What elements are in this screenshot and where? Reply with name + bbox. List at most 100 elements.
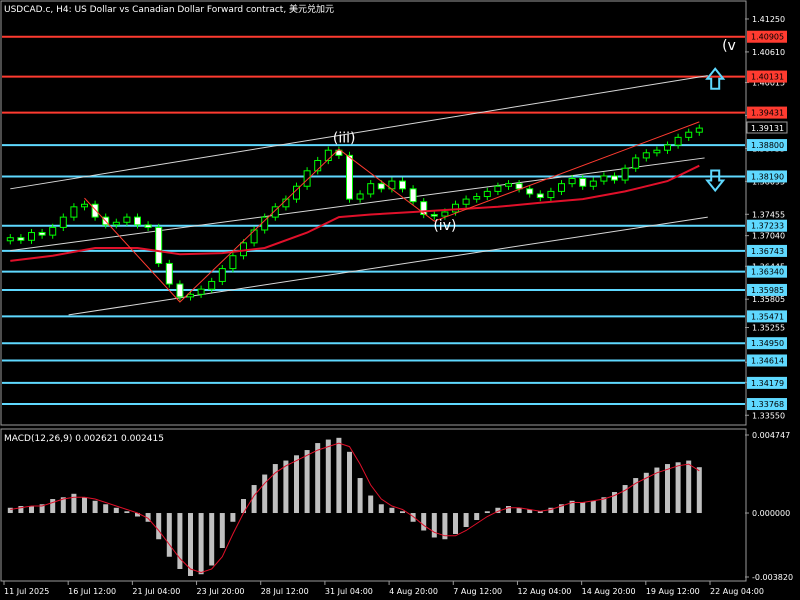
current-price-label: 1.39131 — [751, 124, 784, 133]
macd-bar — [103, 504, 109, 514]
macd-bar — [262, 474, 268, 514]
candle-body — [367, 183, 375, 195]
macd-bar — [113, 507, 119, 514]
macd-bar — [665, 464, 670, 514]
level-label-box — [747, 106, 787, 119]
macd-bar — [294, 455, 299, 514]
macd-bar — [188, 513, 193, 576]
price-tick-label: 1.33550 — [752, 411, 785, 420]
candle-body — [611, 175, 618, 181]
level-label-box — [747, 376, 787, 389]
macd-bar — [156, 513, 162, 540]
level-price-labels: 1.40905 1.40131 1.39431 1.38800 1.38190 1.372… — [747, 30, 787, 411]
time-tick-label: 12 Aug 04:00 — [517, 587, 571, 596]
candle-body — [165, 262, 173, 285]
candle-body — [123, 216, 131, 223]
macd-bar — [145, 513, 151, 522]
candle-body — [452, 203, 459, 213]
arrow-up-icon — [705, 67, 726, 90]
candle-body — [642, 152, 650, 159]
macd-bar — [389, 507, 395, 514]
macd-bar — [612, 492, 617, 514]
arrow-down-icon — [705, 169, 726, 193]
candle-body — [600, 175, 608, 182]
macd-bar — [92, 500, 98, 514]
macd-bar — [135, 513, 140, 517]
macd-bar — [198, 513, 204, 575]
price-tick-label: 1.35255 — [752, 324, 785, 333]
candle-body — [176, 283, 184, 298]
macd-bar — [251, 485, 257, 514]
level-label-text: 1.35471 — [751, 312, 784, 321]
time-tick-label: 23 Jul 20:00 — [197, 587, 245, 596]
candle-body — [356, 193, 364, 200]
macd-bar — [315, 443, 321, 514]
macd-bar — [18, 506, 24, 514]
level-label-text: 1.38190 — [751, 172, 784, 181]
candle-body — [91, 203, 99, 218]
macd-bar — [601, 497, 607, 514]
candle-body — [685, 131, 693, 138]
macd-bar — [378, 504, 384, 514]
candle-body — [568, 178, 576, 185]
level-label-box — [747, 30, 787, 43]
macd-bar — [516, 507, 522, 514]
level-label-box — [747, 283, 787, 296]
level-label-text: 1.40131 — [751, 73, 784, 82]
level-label-text: 1.40905 — [751, 33, 784, 42]
candle-body — [579, 178, 587, 187]
macd-bar — [283, 460, 289, 514]
candle-body — [430, 214, 438, 217]
macd-bar — [60, 497, 66, 514]
candle-body — [6, 237, 14, 242]
macd-bar — [166, 513, 172, 557]
candle-body — [144, 224, 152, 228]
candle-body — [112, 221, 120, 226]
time-tick-label: 16 Jul 12:00 — [68, 587, 116, 596]
current-price-box — [746, 121, 788, 134]
level-label-box — [747, 219, 787, 232]
macd-bar — [304, 450, 310, 514]
level-label-text: 1.34614 — [751, 356, 784, 365]
macd-bar — [654, 467, 660, 514]
price-tick-label: 1.41250 — [752, 15, 785, 24]
macd-panel-frame — [0, 428, 747, 582]
time-tick-label: 14 Aug 20:00 — [582, 587, 636, 596]
candle-body — [38, 232, 46, 236]
candle-body — [483, 190, 491, 198]
level-label-box — [747, 139, 787, 152]
macd-bar — [357, 478, 363, 514]
macd-bar — [537, 511, 543, 514]
candle-body — [28, 232, 35, 241]
candle-body — [632, 157, 640, 169]
macd-bar — [209, 513, 215, 566]
price-tick-label: 1.37455 — [752, 210, 785, 219]
candle-body — [536, 193, 544, 199]
candle-body — [399, 180, 406, 190]
trend-channel — [10, 75, 708, 316]
level-label-box — [747, 337, 787, 350]
level-label-box — [747, 265, 787, 278]
macd-bar — [686, 460, 692, 514]
candle-body — [494, 185, 502, 192]
macd-tick-label: -0.003820 — [752, 573, 793, 582]
macd-bar — [442, 513, 448, 540]
macd-bar — [39, 504, 45, 514]
macd-bar — [29, 506, 34, 514]
candle-body — [155, 226, 163, 264]
macd-bar — [410, 513, 416, 522]
candle-body — [187, 293, 194, 298]
wave-label: (iv) — [433, 218, 456, 234]
macd-bar — [622, 485, 628, 514]
candle-body — [695, 127, 703, 133]
chart-title: USDCAD.c, H4: US Dollar vs Canadian Doll… — [4, 3, 334, 15]
level-label-text: 1.35985 — [751, 286, 784, 295]
macd-bar — [82, 497, 87, 514]
candle-body — [505, 183, 512, 187]
candle-body — [558, 183, 565, 192]
macd-bar — [569, 500, 575, 514]
macd-bar — [484, 511, 490, 514]
macd-tick-label: 0.000000 — [752, 509, 790, 518]
macd-bar — [548, 507, 554, 514]
